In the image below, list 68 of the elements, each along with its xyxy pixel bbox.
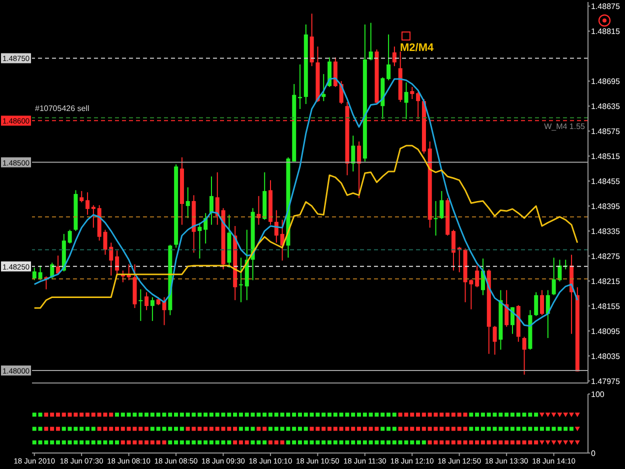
candlestick xyxy=(546,290,550,339)
y-tick-label: 1.48275 xyxy=(591,252,620,261)
candlestick xyxy=(38,265,42,281)
candlestick xyxy=(150,296,154,322)
candlestick xyxy=(322,74,326,102)
point xyxy=(545,440,550,445)
point xyxy=(557,412,562,418)
candlestick xyxy=(357,140,362,199)
candlestick xyxy=(475,265,480,288)
candlestick xyxy=(68,229,72,244)
candlestick xyxy=(540,290,544,316)
point xyxy=(568,440,574,445)
candlestick xyxy=(91,204,96,228)
candlestick xyxy=(86,192,90,216)
candlestick xyxy=(138,288,143,322)
candlestick xyxy=(392,46,396,67)
point xyxy=(551,440,556,445)
y-tick-label: 1.48155 xyxy=(591,302,620,311)
point xyxy=(539,440,544,445)
candlestick xyxy=(522,336,526,376)
y-tick-label: 1.48215 xyxy=(591,276,620,286)
point xyxy=(574,440,580,445)
y-tick-label: 0 xyxy=(591,448,596,458)
candlestick xyxy=(186,186,190,219)
candlestick xyxy=(144,292,149,311)
y-tick-label: 1.48035 xyxy=(591,352,620,361)
y-tick-label: 1.48695 xyxy=(591,76,620,86)
candlestick xyxy=(440,190,444,220)
candlestick xyxy=(534,292,538,316)
y-tick-label: 1.48875 xyxy=(591,2,620,12)
point xyxy=(563,440,568,445)
point xyxy=(557,440,562,445)
candlestick xyxy=(198,222,202,259)
point xyxy=(551,412,556,418)
candlestick xyxy=(238,257,243,303)
point xyxy=(574,412,580,418)
line-series xyxy=(34,144,578,309)
candlestick xyxy=(434,200,438,236)
candlestick xyxy=(457,246,462,273)
y-tick-label: 1.48095 xyxy=(591,326,620,336)
candlestick xyxy=(451,229,456,272)
candlestick xyxy=(80,190,84,203)
point xyxy=(539,412,544,418)
point xyxy=(563,412,568,418)
candlestick xyxy=(410,86,414,100)
y-tick-label: 1.48455 xyxy=(591,176,620,186)
candlestick xyxy=(109,242,114,276)
point xyxy=(545,412,550,418)
y-tick-label: 100 xyxy=(591,390,605,399)
y-tick-label: 1.48395 xyxy=(591,202,620,211)
annotation: M2/M4 xyxy=(400,42,434,54)
y-tick-label: 1.47975 xyxy=(591,376,620,386)
candlestick xyxy=(209,176,214,226)
y-tick-label: 1.48575 xyxy=(591,126,620,136)
y-tick-label: 1.48515 xyxy=(591,152,620,161)
y-tick-label: 1.48815 xyxy=(591,26,620,36)
candlestick xyxy=(492,325,497,356)
y-tick-label: 1.48335 xyxy=(591,226,620,236)
point xyxy=(574,426,580,432)
candlestick xyxy=(386,34,391,81)
candlestick xyxy=(32,267,36,281)
candlestick xyxy=(368,22,373,61)
candlestick xyxy=(404,82,408,120)
annotation: W_M4 1.55 xyxy=(544,122,585,132)
y-tick-label: 1.48635 xyxy=(591,102,620,111)
annotation: #10705426 sell xyxy=(35,104,90,114)
candlestick xyxy=(351,135,356,172)
point xyxy=(568,412,574,418)
